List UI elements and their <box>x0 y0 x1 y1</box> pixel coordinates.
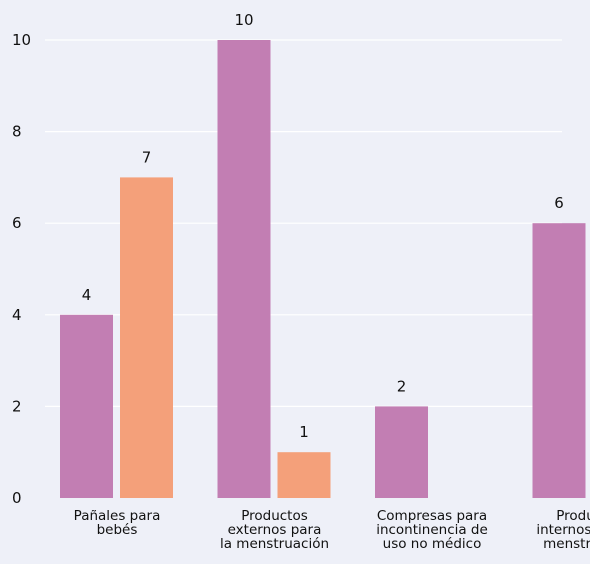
bars <box>60 40 586 498</box>
data-label: 10 <box>234 11 253 29</box>
y-tick-label: 2 <box>12 397 22 415</box>
bar <box>217 40 271 498</box>
x-category-label: Compresas para incontinencia de uso no méd… <box>376 508 488 552</box>
y-tick-label: 4 <box>12 306 22 324</box>
y-tick-label: 0 <box>12 489 22 507</box>
y-tick-label: 10 <box>12 31 31 49</box>
x-axis-categories: Pañales para bebés Productos externos para l… <box>74 508 590 552</box>
y-tick-label: 8 <box>12 123 22 141</box>
data-label: 7 <box>142 148 152 166</box>
data-labels: 4 10 2 6 7 1 <box>82 11 564 441</box>
bar <box>277 452 331 498</box>
bar <box>375 406 428 498</box>
data-label: 6 <box>554 194 564 212</box>
bar <box>532 223 586 498</box>
data-label: 2 <box>397 377 407 395</box>
x-category-label: Productos externos para la menstruación <box>220 508 329 552</box>
data-label: 1 <box>299 423 309 441</box>
bar <box>120 177 173 498</box>
y-axis-ticks: 0 2 4 6 8 10 <box>12 31 31 507</box>
bar <box>60 314 113 498</box>
data-label: 4 <box>82 286 92 304</box>
x-category-label: Pañales para bebés <box>74 508 161 538</box>
y-tick-label: 6 <box>12 214 22 232</box>
